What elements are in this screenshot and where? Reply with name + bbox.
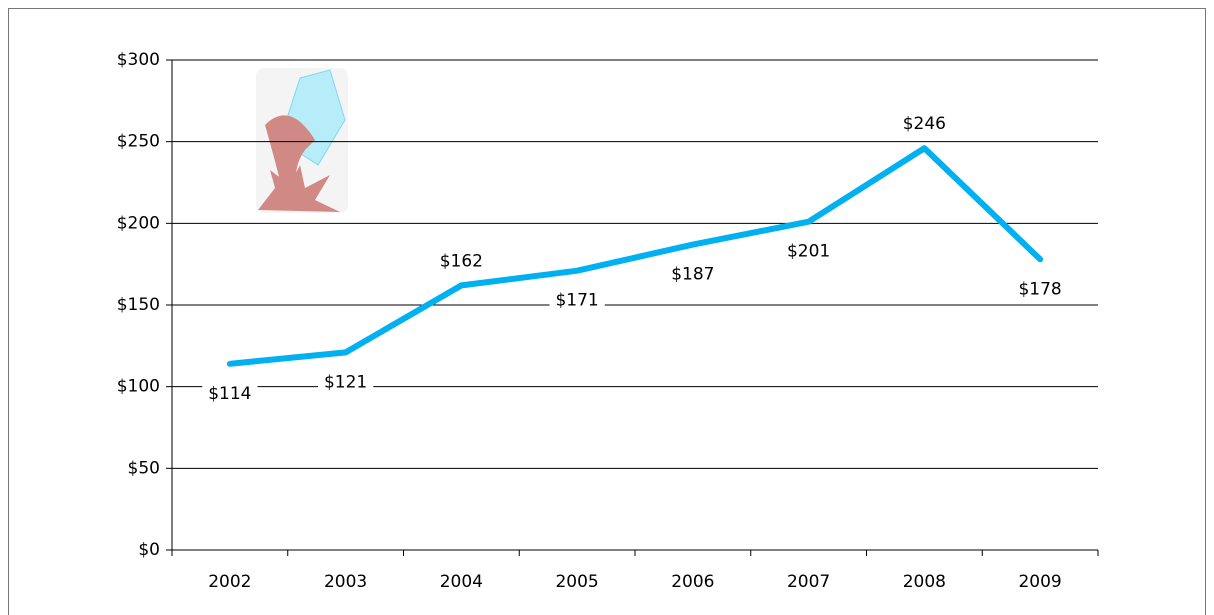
data-label-background (665, 262, 721, 287)
data-label-background (896, 112, 953, 137)
data-label-background (780, 239, 837, 264)
y-tick-label: $100 (117, 377, 160, 397)
x-tick-label: 2009 (1018, 572, 1061, 592)
data-label: $246 (903, 114, 946, 134)
data-label-background (317, 370, 374, 395)
data-label: $171 (555, 291, 598, 311)
data-line (226, 145, 1044, 367)
data-label-background (1012, 277, 1068, 302)
chart-frame (8, 8, 1206, 615)
y-tick-label: $300 (117, 50, 160, 70)
data-label-background (433, 249, 490, 274)
data-label-background (549, 288, 605, 313)
x-tick-label: 2003 (324, 572, 367, 592)
data-label-background (202, 381, 258, 406)
x-tick-label: 2002 (208, 572, 251, 592)
x-tick-label: 2007 (787, 572, 830, 592)
data-label: $162 (440, 251, 483, 271)
data-label: $201 (787, 242, 830, 262)
x-tick-label: 2005 (555, 572, 598, 592)
y-tick-label: $0 (138, 540, 160, 560)
data-label: $121 (324, 372, 367, 392)
data-label: $187 (671, 265, 714, 285)
x-tick-label: 2006 (671, 572, 714, 592)
decorative-icon (256, 68, 348, 213)
y-tick-label: $250 (117, 132, 160, 152)
y-tick-label: $50 (128, 458, 160, 478)
x-tick-label: 2008 (903, 572, 946, 592)
y-tick-label: $200 (117, 213, 160, 233)
data-label: $178 (1018, 279, 1061, 299)
data-label: $114 (208, 384, 251, 404)
x-tick-label: 2004 (440, 572, 483, 592)
y-tick-label: $150 (117, 295, 160, 315)
